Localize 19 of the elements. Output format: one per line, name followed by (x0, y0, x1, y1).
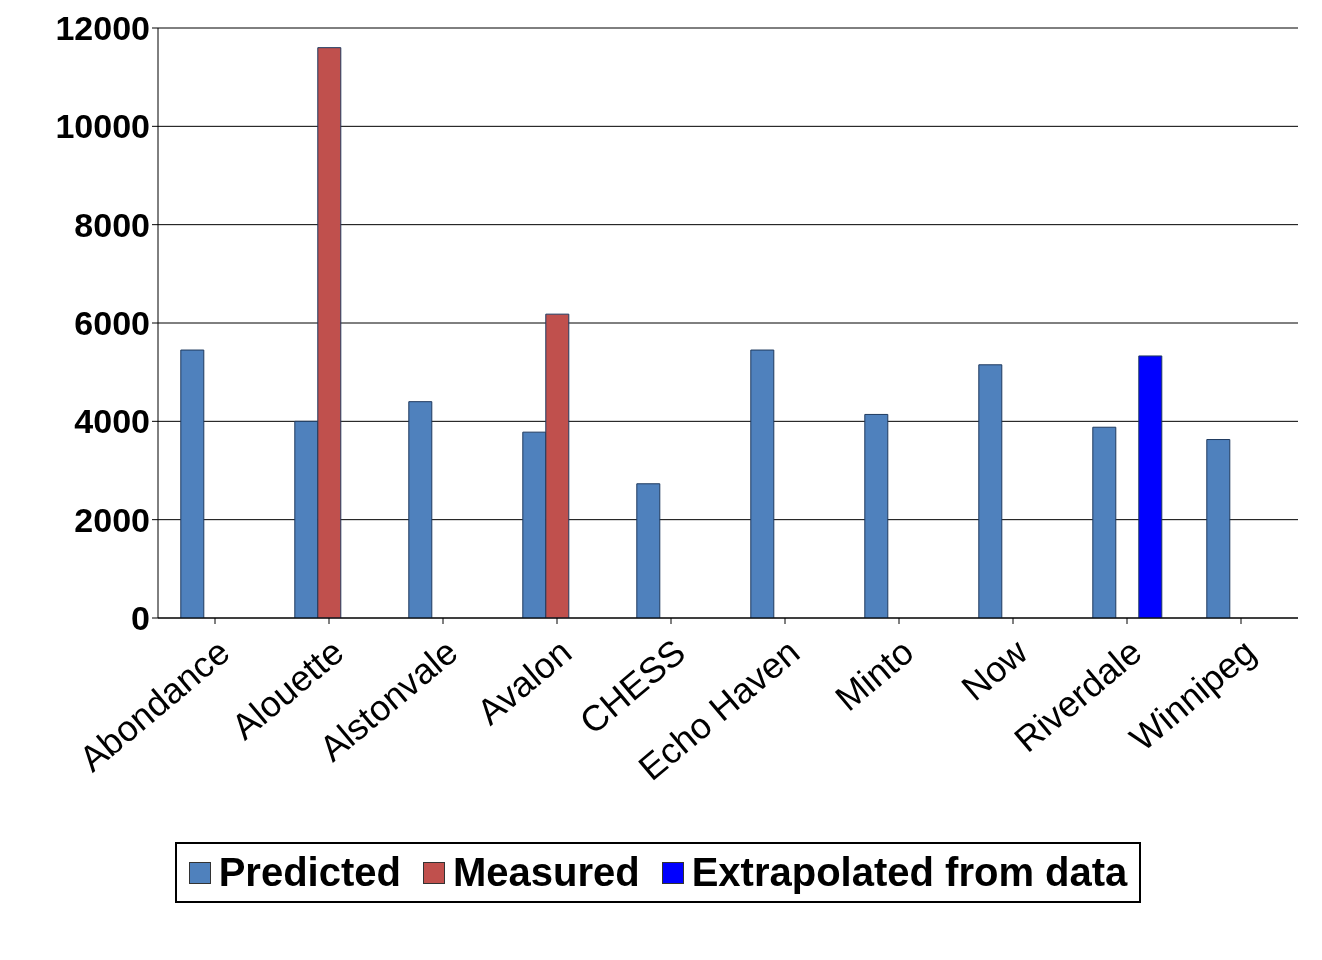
legend-label: Extrapolated from data (690, 850, 1128, 895)
bar (978, 364, 1003, 618)
y-tick-label: 8000 (74, 205, 150, 244)
bar (408, 401, 433, 618)
bar (1206, 439, 1231, 618)
y-tick-label: 2000 (74, 500, 150, 539)
legend-label: Predicted (217, 850, 401, 895)
bar (750, 349, 775, 618)
bar (636, 483, 661, 618)
bar (180, 349, 205, 618)
y-tick-label: 0 (131, 599, 150, 638)
y-tick-label: 12000 (55, 9, 150, 48)
legend-label: Measured (451, 850, 640, 895)
y-tick-label: 4000 (74, 402, 150, 441)
bar (864, 413, 889, 618)
bar (1138, 355, 1163, 618)
bar (1092, 426, 1117, 618)
y-tick-label: 6000 (74, 304, 150, 343)
y-tick-label: 10000 (55, 107, 150, 146)
